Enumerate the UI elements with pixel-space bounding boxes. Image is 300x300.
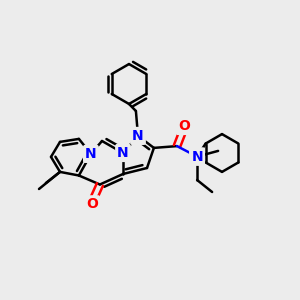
Text: O: O (178, 119, 190, 133)
Text: O: O (86, 197, 98, 211)
Text: N: N (132, 129, 144, 143)
Text: N: N (191, 150, 203, 164)
Text: N: N (85, 147, 97, 161)
Text: N: N (191, 150, 203, 164)
Text: N: N (117, 146, 129, 160)
